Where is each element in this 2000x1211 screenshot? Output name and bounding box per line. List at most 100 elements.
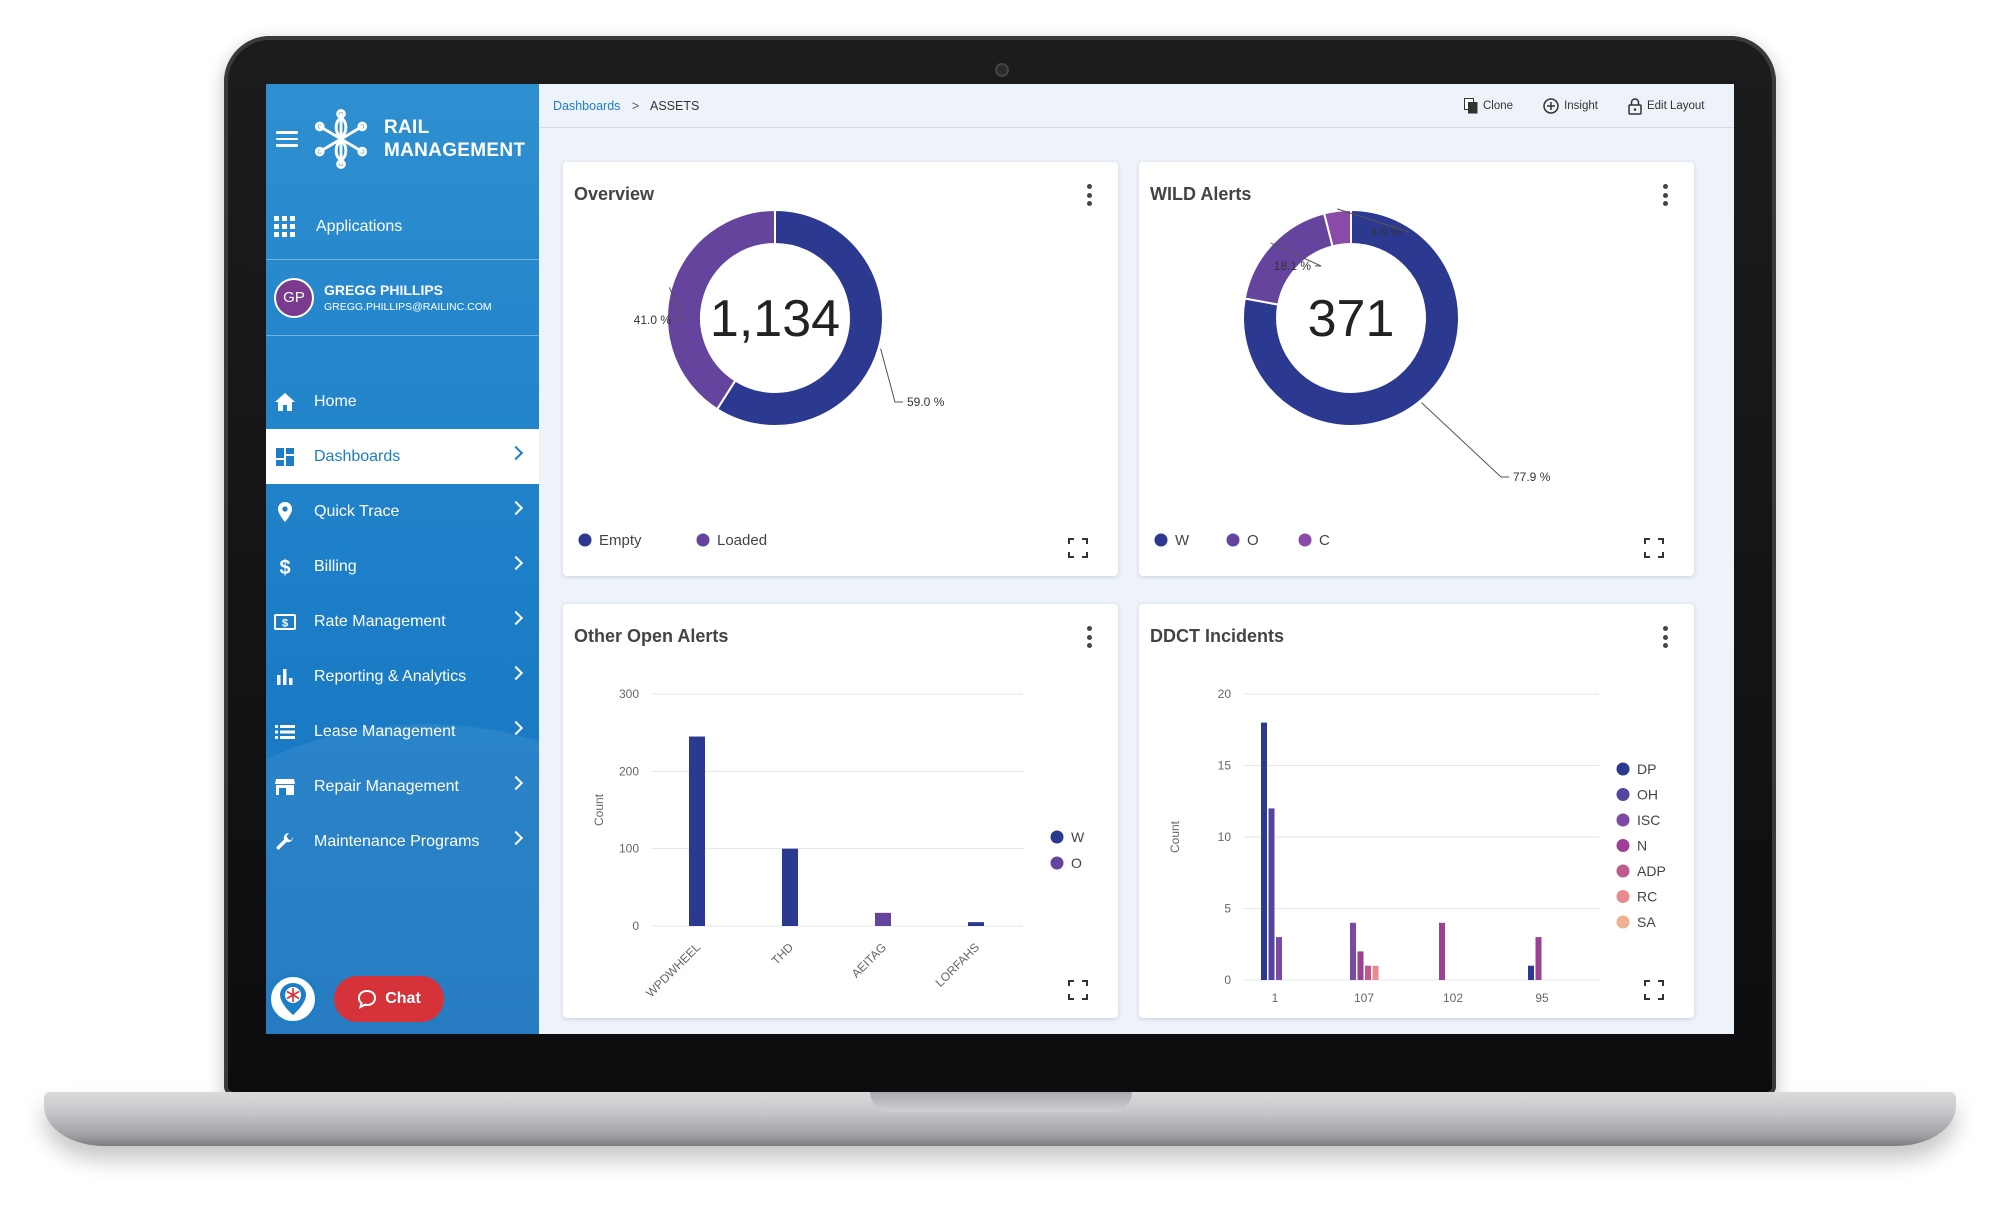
railinc-badge-icon[interactable]: [268, 974, 318, 1024]
dashboard-icon: [272, 445, 298, 469]
hamburger-menu-icon[interactable]: [276, 131, 298, 147]
breadcrumb-current: ASSETS: [650, 98, 700, 113]
donut-center-value: 1,134: [710, 290, 840, 348]
bar-n-95: [1535, 937, 1542, 980]
sidebar-item-quick-trace[interactable]: Quick Trace: [266, 484, 539, 539]
slice-leader-line: [1421, 402, 1509, 478]
chat-label: Chat: [385, 990, 421, 1007]
legend-dot-c: [1298, 533, 1312, 547]
x-tick-label: LORFAHS: [933, 940, 983, 990]
wild-alerts-title: WILD Alerts: [1150, 184, 1252, 204]
overview-donut-chart: 1,134 59.0 % 41.0 % Empty Loaded: [578, 208, 945, 549]
y-tick-label: 15: [1218, 759, 1232, 773]
sidebar-item-label: Reporting & Analytics: [314, 667, 467, 685]
overview-card: 1,134 59.0 % 41.0 % Empty Loaded Overview: [563, 162, 1118, 576]
slice-value-label: 77.9 %: [1513, 470, 1551, 484]
breadcrumb-dashboards[interactable]: Dashboards: [553, 98, 621, 113]
bar-w-lorfahs: [968, 922, 984, 926]
sidebar-item-label: Quick Trace: [314, 502, 400, 520]
sidebar-item-maintenance-programs[interactable]: Maintenance Programs: [266, 814, 539, 869]
legend-dot-w: [1050, 830, 1064, 844]
bar-o-aeitag: [875, 912, 891, 926]
sidebar-item-label: Maintenance Programs: [314, 832, 480, 850]
legend-dot-empty: [578, 533, 592, 547]
legend-dot-adp: [1616, 864, 1630, 878]
y-axis-label: Count: [592, 793, 606, 826]
sidebar-item-rate-management[interactable]: $ Rate Management: [266, 594, 539, 649]
legend-dot-dp: [1616, 762, 1630, 776]
y-tick-label: 5: [1224, 902, 1231, 916]
overview-expand-icon[interactable]: [1068, 538, 1088, 558]
bar-dp-1: [1261, 722, 1267, 980]
sidebar-item-reporting-analytics[interactable]: Reporting & Analytics: [266, 649, 539, 704]
other-open-alerts-title: Other Open Alerts: [574, 626, 729, 646]
applications-label: Applications: [316, 217, 403, 235]
main-content: Dashboards > ASSETS Clone Insight Edit L…: [539, 84, 1734, 1034]
sidebar-item-lease-management[interactable]: Lease Management: [266, 704, 539, 759]
edit-layout-button[interactable]: Edit Layout: [1628, 97, 1705, 115]
user-email: GREGG.PHILLIPS@RAILINC.COM: [324, 301, 492, 313]
sidebar-item-repair-management[interactable]: Repair Management: [266, 759, 539, 814]
camera-icon: [995, 63, 1009, 77]
bar-chart-icon: [272, 665, 298, 689]
slice-leader-line: [880, 348, 903, 403]
other-open-alerts-bar-chart: 0 100 200 300 Count WPDWHEEL THD AEITAG LORFAHS W…: [592, 687, 1085, 1000]
bar-rc-107: [1372, 965, 1379, 980]
chevron-right-icon: [508, 720, 524, 736]
home-icon: [272, 390, 298, 414]
insight-button[interactable]: Insight: [1543, 98, 1598, 114]
sidebar-item-billing[interactable]: $ Billing: [266, 539, 539, 594]
list-icon: [272, 720, 298, 744]
applications-link[interactable]: Applications: [266, 194, 539, 260]
sidebar-item-label: Rate Management: [314, 612, 446, 630]
svg-text:$: $: [282, 617, 288, 629]
slice-value-label: 59.0 %: [907, 395, 945, 409]
x-tick-label: AEITAG: [849, 940, 889, 980]
wild-alerts-more-icon[interactable]: [1662, 184, 1668, 206]
overview-more-icon[interactable]: [1086, 184, 1092, 206]
y-tick-label: 100: [619, 842, 639, 856]
legend-dot-n: [1616, 839, 1630, 852]
sidebar-item-label: Dashboards: [314, 447, 401, 465]
breadcrumb: Dashboards > ASSETS: [553, 99, 699, 113]
user-profile[interactable]: GP GREGG PHILLIPS GREGG.PHILLIPS@RAILINC…: [266, 260, 539, 336]
ddct-incidents-more-icon[interactable]: [1662, 626, 1668, 648]
x-tick-label: WPDWHEEL: [643, 940, 703, 1000]
legend-dot-sa: [1616, 915, 1630, 929]
clone-icon: [1464, 98, 1478, 114]
ddct-incidents-expand-icon[interactable]: [1644, 980, 1664, 1000]
other-open-alerts-expand-icon[interactable]: [1068, 980, 1088, 1000]
toolbar-actions: Clone Insight Edit Layout: [1464, 84, 1734, 128]
legend-label-oh: OH: [1637, 787, 1658, 803]
slice-value-label: 18.1 %: [1274, 259, 1312, 273]
clone-button[interactable]: Clone: [1464, 98, 1513, 114]
x-tick-label: 1: [1272, 991, 1279, 1005]
chevron-right-icon: [508, 775, 524, 791]
legend-dot-rc: [1616, 890, 1630, 903]
y-axis-label: Count: [1168, 820, 1182, 853]
chevron-right-icon: [508, 500, 524, 516]
chat-button[interactable]: Chat: [334, 976, 444, 1022]
sidebar-item-home[interactable]: Home: [266, 374, 539, 429]
y-tick-label: 20: [1218, 687, 1232, 701]
slice-value-label: 41.0 %: [634, 313, 672, 327]
legend-dot-loaded: [696, 533, 710, 547]
y-tick-label: 300: [619, 687, 639, 701]
other-open-alerts-more-icon[interactable]: [1086, 626, 1092, 648]
legend-label-rc: RC: [1637, 889, 1657, 905]
breadcrumb-separator: >: [631, 98, 640, 113]
wild-alerts-expand-icon[interactable]: [1644, 538, 1664, 558]
chevron-right-icon: [508, 555, 524, 571]
bar-isc-107: [1350, 922, 1356, 980]
other-open-alerts-card: 0 100 200 300 Count WPDWHEEL THD AEITAG LORFAHS W…: [563, 604, 1118, 1018]
snowflake-logo-icon: [314, 109, 368, 169]
sidebar-item-label: Lease Management: [314, 722, 456, 740]
bar-isc-1: [1276, 937, 1282, 980]
sidebar-item-dashboards[interactable]: Dashboards: [266, 429, 539, 484]
x-tick-label: 95: [1535, 991, 1549, 1005]
bar-dp-95: [1528, 965, 1534, 980]
legend-label-c: C: [1319, 532, 1330, 549]
legend-dot-o: [1050, 856, 1064, 870]
ddct-incidents-card: 0 5 10 15 20 Count 1 107 102 95 DP OH ISC N ADP RC SA DD…: [1139, 604, 1694, 1018]
user-name: GREGG PHILLIPS: [324, 282, 444, 298]
